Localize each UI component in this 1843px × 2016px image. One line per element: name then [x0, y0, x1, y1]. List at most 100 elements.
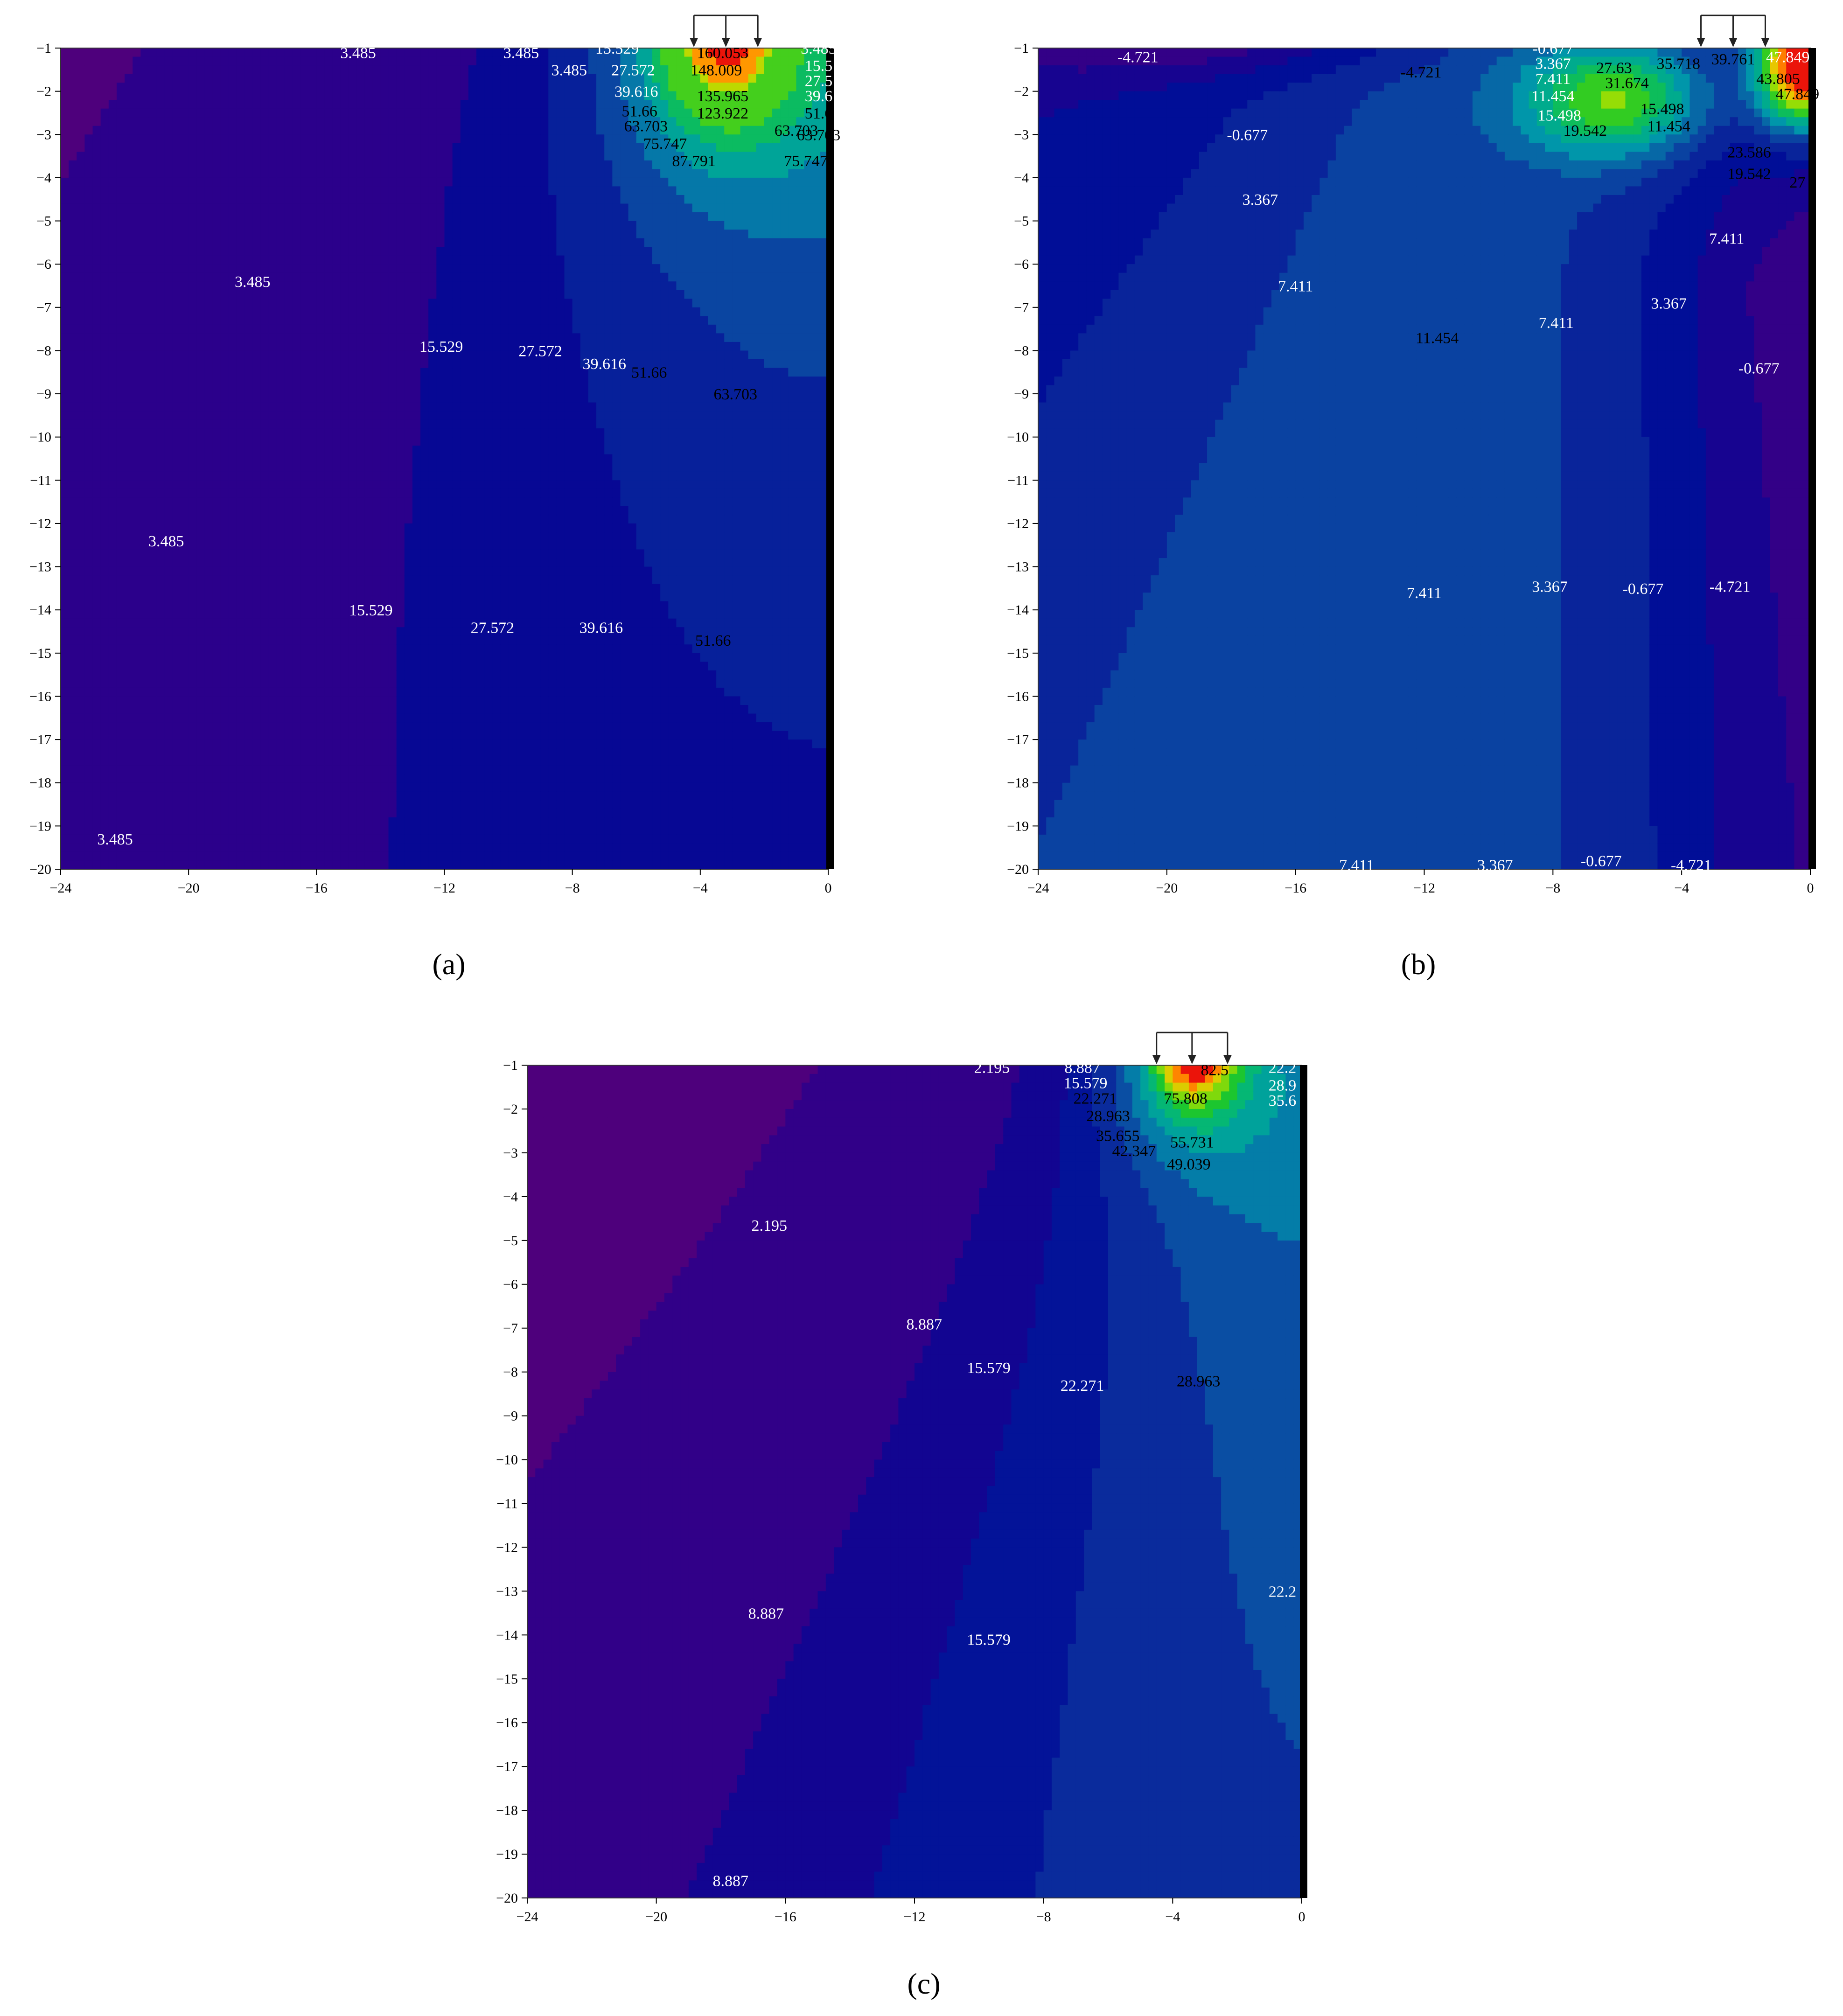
contour-cell — [188, 134, 197, 144]
contour-cell — [156, 860, 165, 870]
contour-cell — [420, 791, 429, 801]
contour-cell — [148, 428, 157, 438]
contour-cell — [244, 74, 253, 83]
contour-cell — [476, 385, 485, 394]
contour-cell — [172, 342, 181, 351]
contour-cell — [332, 195, 341, 204]
contour-cell — [61, 834, 69, 844]
contour-cell — [436, 635, 445, 645]
contour-cell — [164, 488, 173, 498]
contour-cell — [108, 152, 117, 161]
contour-cell — [212, 290, 221, 299]
contour-cell — [133, 385, 141, 394]
contour-cell — [460, 56, 469, 66]
contour-cell — [220, 281, 229, 291]
contour-cell — [412, 800, 421, 809]
contour-cell — [100, 238, 109, 247]
contour-cell — [116, 843, 125, 852]
contour-cell — [276, 177, 285, 187]
contour-cell — [100, 316, 109, 325]
contour-cell — [308, 739, 317, 749]
contour-cell — [92, 247, 101, 256]
contour-cell — [260, 411, 269, 420]
contour-cell — [252, 350, 261, 360]
contour-cell — [316, 601, 325, 610]
contour-cell — [412, 160, 421, 169]
contour-cell — [100, 307, 109, 316]
contour-cell — [108, 713, 117, 723]
contour-cell — [236, 584, 245, 593]
contour-cell — [412, 316, 421, 325]
contour-cell — [276, 549, 285, 558]
contour-cell — [348, 333, 357, 342]
contour-cell — [356, 446, 365, 455]
contour-cell — [172, 203, 181, 213]
contour-cell — [284, 272, 293, 282]
contour-cell — [148, 670, 157, 680]
contour-cell — [172, 281, 181, 291]
contour-cell — [204, 74, 213, 83]
contour-cell — [388, 437, 397, 446]
contour-cell — [196, 843, 205, 852]
contour-cell — [300, 56, 309, 66]
contour-cell — [236, 377, 245, 386]
contour-cell — [452, 662, 461, 671]
contour-cell — [164, 195, 173, 204]
contour-cell — [69, 385, 77, 394]
contour-cell — [276, 402, 285, 412]
contour-cell — [69, 134, 77, 144]
contour-cell — [276, 56, 285, 66]
contour-cell — [188, 411, 197, 420]
contour-cell — [300, 419, 309, 429]
contour-cell — [172, 230, 181, 239]
contour-cell — [172, 809, 181, 818]
contour-cell — [460, 143, 469, 152]
contour-cell — [260, 826, 269, 835]
contour-cell — [84, 411, 93, 420]
contour-cell — [236, 91, 245, 100]
contour-cell — [212, 687, 221, 697]
contour-cell — [348, 126, 357, 135]
contour-cell — [236, 203, 245, 213]
contour-cell — [172, 800, 181, 809]
contour-cell — [460, 160, 469, 169]
contour-cell — [92, 299, 101, 308]
contour-cell — [348, 480, 357, 489]
contour-cell — [412, 722, 421, 732]
contour-cell — [61, 549, 69, 558]
contour-cell — [181, 860, 189, 870]
contour-cell — [316, 463, 325, 472]
contour-cell — [196, 851, 205, 861]
contour-cell — [292, 817, 301, 826]
contour-cell — [284, 670, 293, 680]
contour-cell — [228, 342, 237, 351]
contour-cell — [116, 117, 125, 126]
contour-cell — [244, 83, 253, 92]
contour-cell — [372, 593, 381, 602]
contour-cell — [468, 446, 477, 455]
contour-cell — [164, 566, 173, 576]
contour-cell — [181, 169, 189, 178]
contour-cell — [324, 437, 333, 446]
contour-cell — [412, 549, 421, 558]
contour-cell — [332, 696, 341, 705]
contour-cell — [468, 290, 477, 299]
contour-cell — [125, 100, 133, 109]
contour-cell — [69, 350, 77, 360]
contour-cell — [380, 394, 389, 403]
contour-cell — [69, 860, 77, 870]
contour-cell — [61, 601, 69, 610]
contour-cell — [268, 800, 277, 809]
contour-cell — [172, 471, 181, 481]
contour-cell — [125, 800, 133, 809]
contour-cell — [77, 212, 85, 222]
contour-cell — [292, 731, 301, 740]
contour-cell — [84, 290, 93, 299]
contour-cell — [228, 809, 237, 818]
contour-cell — [133, 722, 141, 732]
contour-cell — [324, 350, 333, 360]
contour-cell — [108, 108, 117, 118]
contour-cell — [69, 739, 77, 749]
contour-cell — [348, 523, 357, 533]
contour-cell — [340, 324, 349, 334]
